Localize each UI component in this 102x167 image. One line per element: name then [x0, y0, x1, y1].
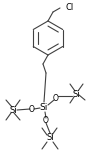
- Text: O: O: [29, 105, 35, 114]
- Text: Si: Si: [46, 133, 54, 142]
- Text: Cl: Cl: [66, 3, 74, 12]
- Text: Si: Si: [40, 103, 48, 112]
- Text: Si: Si: [9, 106, 17, 115]
- Text: O: O: [43, 116, 49, 125]
- Text: O: O: [53, 94, 59, 103]
- Text: Si: Si: [72, 90, 80, 99]
